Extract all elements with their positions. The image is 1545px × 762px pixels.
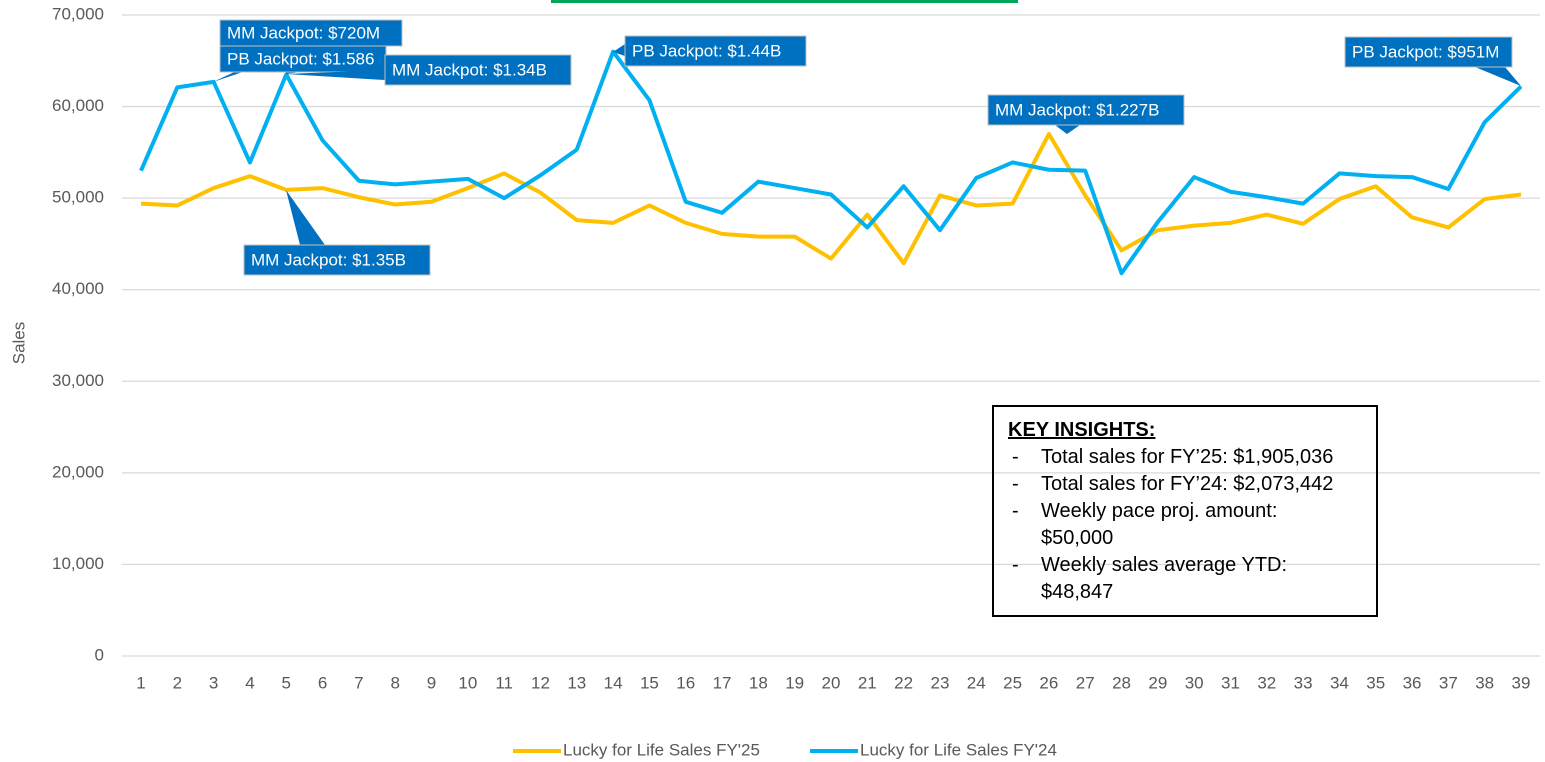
y-tick-label: 20,000 bbox=[52, 462, 104, 481]
callout-pointer bbox=[1055, 125, 1080, 134]
insight-item: Weekly pace proj. amount: $50,000 bbox=[1008, 498, 1341, 552]
insight-item: Total sales for FY’24: $2,073,442 bbox=[1008, 471, 1341, 498]
insight-item: Total sales for FY’25: $1,905,036 bbox=[1008, 444, 1341, 471]
insights-list: Total sales for FY’25: $1,905,036Total s… bbox=[1008, 444, 1362, 606]
callout: PB Jackpot: $951M bbox=[1344, 36, 1521, 86]
callout-box bbox=[219, 19, 403, 47]
x-tick-label: 34 bbox=[1330, 673, 1349, 692]
x-tick-label: 2 bbox=[173, 673, 182, 692]
insights-title: KEY INSIGHTS: bbox=[1008, 419, 1156, 441]
callout-text: MM Jackpot: $1.34B bbox=[392, 60, 547, 79]
x-tick-label: 22 bbox=[894, 673, 913, 692]
key-insights: KEY INSIGHTS: Total sales for FY’25: $1,… bbox=[992, 405, 1378, 617]
callout-text: MM Jackpot: $720M bbox=[227, 23, 380, 42]
x-tick-label: 38 bbox=[1475, 673, 1494, 692]
x-tick-label: 30 bbox=[1185, 673, 1204, 692]
callout-text: MM Jackpot: $1.227B bbox=[995, 100, 1159, 119]
x-tick-label: 21 bbox=[858, 673, 877, 692]
callout-pointer bbox=[1475, 67, 1521, 86]
x-tick-label: 19 bbox=[785, 673, 804, 692]
x-tick-label: 18 bbox=[749, 673, 768, 692]
callout-text: PB Jackpot: $1.586 bbox=[227, 49, 374, 68]
callout: MM Jackpot: $1.34B bbox=[286, 54, 572, 86]
x-tick-label: 10 bbox=[458, 673, 477, 692]
callout-box bbox=[384, 54, 572, 86]
legend-label: Lucky for Life Sales FY'24 bbox=[860, 740, 1057, 759]
x-tick-label: 14 bbox=[604, 673, 623, 692]
y-tick-label: 60,000 bbox=[52, 96, 104, 115]
y-tick-label: 30,000 bbox=[52, 371, 104, 390]
x-tick-label: 11 bbox=[495, 673, 513, 692]
x-tick-label: 23 bbox=[930, 673, 949, 692]
x-tick-label: 12 bbox=[531, 673, 550, 692]
x-tick-label: 16 bbox=[676, 673, 695, 692]
y-tick-label: 50,000 bbox=[52, 188, 104, 207]
callout-pointer bbox=[613, 44, 625, 56]
series-line bbox=[140, 132, 1522, 266]
x-tick-label: 32 bbox=[1257, 673, 1276, 692]
x-tick-label: 31 bbox=[1221, 673, 1240, 692]
y-axis-label: Sales bbox=[9, 322, 28, 365]
title-bar-edge bbox=[551, 0, 1018, 3]
callout-pointer bbox=[286, 70, 385, 80]
x-tick-label: 35 bbox=[1366, 673, 1385, 692]
x-tick-label: 1 bbox=[136, 673, 145, 692]
x-tick-label: 25 bbox=[1003, 673, 1022, 692]
x-tick-label: 24 bbox=[967, 673, 986, 692]
insight-item: Weekly sales average YTD: $48,847 bbox=[1008, 552, 1341, 606]
callout: MM Jackpot: $1.35B bbox=[243, 190, 431, 276]
x-tick-label: 13 bbox=[567, 673, 586, 692]
x-tick-label: 6 bbox=[318, 673, 327, 692]
legend-label: Lucky for Life Sales FY'25 bbox=[563, 740, 760, 759]
x-tick-label: 39 bbox=[1512, 673, 1531, 692]
x-tick-label: 7 bbox=[354, 673, 363, 692]
callout-text: PB Jackpot: $1.44B bbox=[632, 41, 781, 60]
callout-box bbox=[1344, 36, 1513, 68]
y-tick-label: 40,000 bbox=[52, 279, 104, 298]
callout: MM Jackpot: $1.227B bbox=[987, 94, 1185, 134]
x-tick-label: 36 bbox=[1403, 673, 1422, 692]
callout-box bbox=[987, 94, 1185, 126]
series-line bbox=[139, 49, 1523, 276]
callout-box bbox=[624, 35, 807, 67]
callout-text: MM Jackpot: $1.35B bbox=[251, 250, 406, 269]
x-tick-label: 26 bbox=[1039, 673, 1058, 692]
x-tick-label: 20 bbox=[822, 673, 841, 692]
x-tick-label: 37 bbox=[1439, 673, 1458, 692]
x-tick-label: 28 bbox=[1112, 673, 1131, 692]
callout: PB Jackpot: $1.44B bbox=[613, 35, 807, 67]
callout: PB Jackpot: $1.586 bbox=[219, 45, 387, 74]
y-tick-label: 0 bbox=[95, 645, 104, 664]
x-tick-label: 27 bbox=[1076, 673, 1095, 692]
callout-pointer bbox=[286, 190, 325, 245]
x-tick-label: 5 bbox=[282, 673, 291, 692]
callout-box bbox=[243, 244, 431, 276]
x-tick-label: 3 bbox=[209, 673, 218, 692]
x-tick-label: 15 bbox=[640, 673, 659, 692]
x-tick-label: 8 bbox=[390, 673, 399, 692]
x-tick-label: 4 bbox=[245, 673, 254, 692]
x-tick-label: 29 bbox=[1148, 673, 1167, 692]
callout-text: PB Jackpot: $951M bbox=[1352, 42, 1499, 61]
y-tick-label: 10,000 bbox=[52, 554, 104, 573]
x-tick-label: 17 bbox=[713, 673, 732, 692]
x-tick-label: 9 bbox=[427, 673, 436, 692]
y-tick-label: 70,000 bbox=[52, 4, 104, 23]
x-tick-label: 33 bbox=[1294, 673, 1313, 692]
